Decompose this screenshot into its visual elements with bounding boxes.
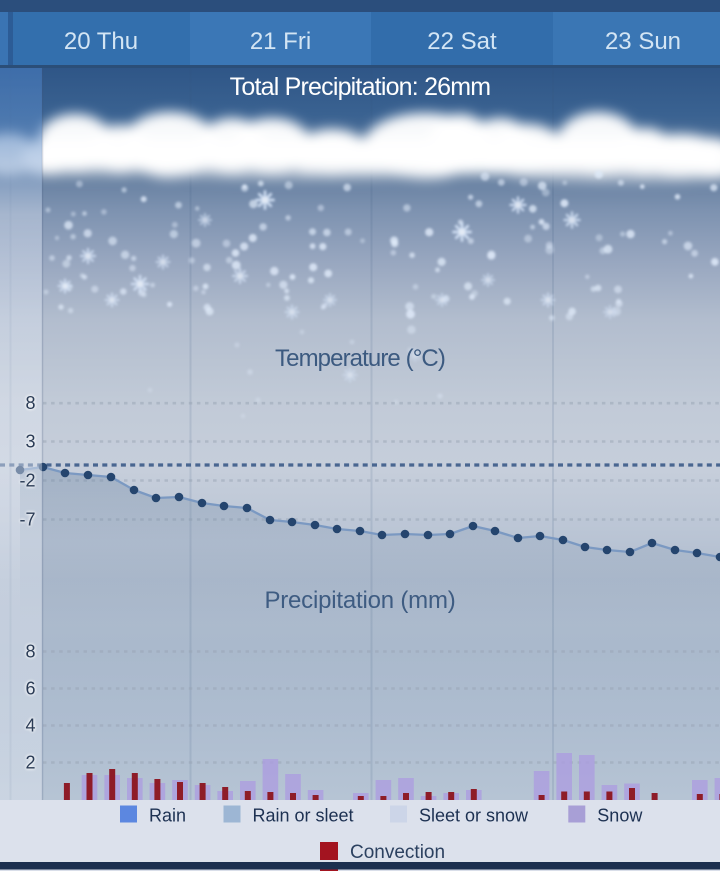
svg-text:6: 6 (25, 679, 35, 699)
svg-text:23 Sun: 23 Sun (605, 28, 681, 55)
svg-text:Rain: Rain (149, 806, 186, 826)
svg-text:Temperature (°C): Temperature (°C) (275, 345, 445, 372)
svg-text:Total Precipitation: 26mm: Total Precipitation: 26mm (230, 73, 491, 101)
svg-text:22 Sat: 22 Sat (427, 28, 497, 55)
svg-text:21 Fri: 21 Fri (250, 28, 311, 55)
svg-text:8: 8 (25, 642, 35, 662)
svg-text:Convection: Convection (350, 842, 445, 863)
svg-text:-7: -7 (19, 510, 35, 530)
svg-text:20 Thu: 20 Thu (64, 28, 138, 55)
svg-text:2: 2 (25, 753, 35, 773)
svg-text:Sleet or snow: Sleet or snow (419, 806, 529, 826)
svg-text:Snow: Snow (597, 806, 643, 826)
svg-text:4: 4 (25, 716, 35, 736)
svg-text:Rain or sleet: Rain or sleet (253, 806, 354, 826)
svg-text:-2: -2 (19, 471, 35, 491)
svg-text:8: 8 (25, 393, 35, 413)
svg-text:3: 3 (25, 432, 35, 452)
